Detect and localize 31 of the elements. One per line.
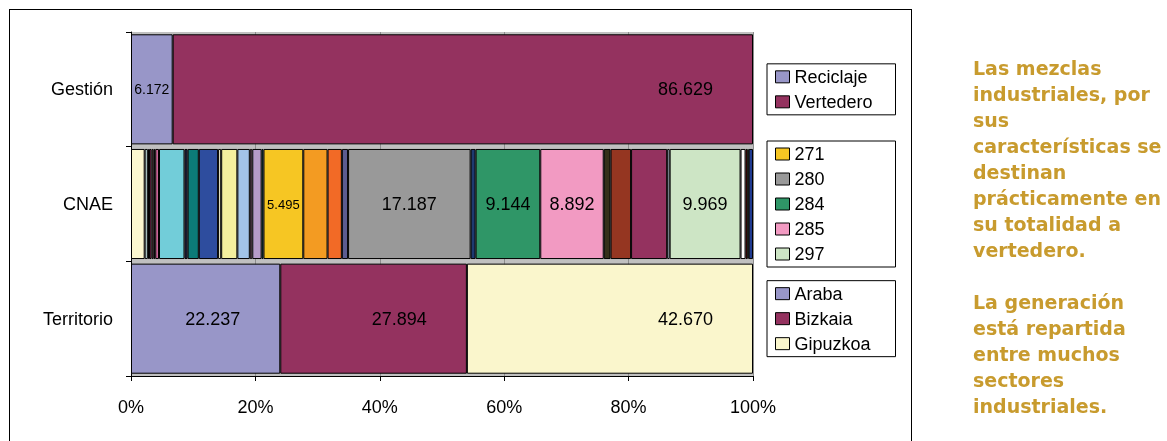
legend-label: Bizkaia bbox=[794, 308, 854, 329]
annotation: 9.969 bbox=[682, 194, 728, 214]
annotation: 42.670 bbox=[657, 308, 713, 329]
legend-label: 297 bbox=[794, 244, 825, 264]
x-tick-label: 80% bbox=[610, 397, 647, 417]
x-tick-label: 0% bbox=[117, 397, 145, 417]
legend-label: Araba bbox=[794, 283, 844, 304]
annotation: 6.172 bbox=[134, 81, 170, 98]
legend-label: 284 bbox=[794, 194, 825, 214]
x-tick-label: 100% bbox=[729, 397, 777, 417]
legend-label: 271 bbox=[794, 144, 825, 164]
y-tick-label: CNAE bbox=[62, 194, 113, 214]
x-tick-label: 20% bbox=[237, 397, 274, 417]
annotation: 17.187 bbox=[381, 194, 437, 214]
x-tick-label: 60% bbox=[486, 397, 523, 417]
annotation: 86.629 bbox=[657, 79, 713, 100]
annotation: 5.495 bbox=[267, 196, 300, 212]
text: Las mezclas industriales, por sus características se destinan prácticamente en su totalidad a vertedero. bbox=[973, 56, 1163, 263]
annotation: 27.894 bbox=[371, 308, 427, 329]
text: La generación está repartida entre muchos sectores industriales. bbox=[973, 290, 1127, 419]
x-tick-label: 40% bbox=[361, 397, 398, 417]
legend-label: Vertedero bbox=[794, 91, 873, 112]
y-tick-label: Gestión bbox=[50, 79, 113, 100]
annotation: 9.144 bbox=[485, 194, 531, 214]
legend-label: Gipuzkoa bbox=[794, 333, 872, 354]
y-tick-label: Territorio bbox=[42, 308, 113, 329]
legend-label: 280 bbox=[794, 169, 825, 189]
legend-label: 285 bbox=[794, 219, 825, 239]
annotation: 8.892 bbox=[549, 194, 595, 214]
annotation: 22.237 bbox=[185, 308, 241, 329]
legend-label: Reciclaje bbox=[794, 66, 868, 87]
